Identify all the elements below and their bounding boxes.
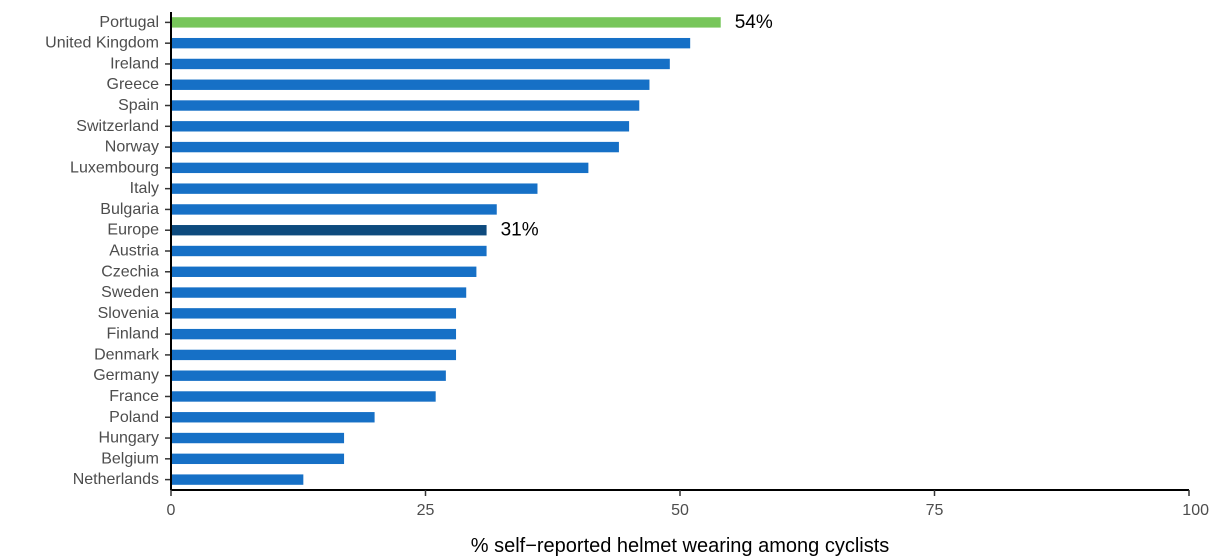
bar-slovenia: [171, 308, 457, 319]
category-label-netherlands: Netherlands: [73, 471, 159, 488]
category-label-finland: Finland: [107, 326, 159, 343]
category-label-portugal: Portugal: [99, 14, 159, 31]
category-label-italy: Italy: [130, 180, 159, 197]
category-label-luxembourg: Luxembourg: [70, 159, 159, 176]
x-axis-ticks: 0 25 50 75 100: [167, 490, 1209, 519]
x-axis-title: % self−reported helmet wearing among cyc…: [471, 535, 890, 557]
x-tick-label-100: 100: [1182, 502, 1209, 519]
bar-luxembourg: [171, 162, 589, 174]
category-label-austria: Austria: [109, 243, 159, 260]
category-label-slovenia: Slovenia: [98, 305, 159, 322]
x-tick-label-0: 0: [167, 502, 176, 519]
category-label-switzerland: Switzerland: [76, 118, 159, 135]
category-label-ireland: Ireland: [110, 55, 159, 72]
bar-greece: [171, 79, 650, 90]
category-label-greece: Greece: [107, 76, 160, 93]
bar-netherlands: [171, 474, 304, 485]
category-label-hungary: Hungary: [99, 430, 159, 447]
bar-hungary: [171, 432, 345, 444]
category-label-france: France: [109, 388, 159, 405]
category-label-norway: Norway: [105, 139, 159, 156]
bar-switzerland: [171, 121, 630, 132]
bar-ireland: [171, 58, 670, 70]
bar-norway: [171, 141, 619, 153]
bar-germany: [171, 370, 446, 381]
data-label-portugal: 54%: [735, 12, 773, 33]
bar-united-kingdom: [171, 37, 691, 49]
data-labels: 54% 31%: [501, 12, 773, 241]
category-labels: Portugal United Kingdom Ireland Greece Spain…: [45, 14, 160, 488]
category-label-poland: Poland: [109, 409, 159, 426]
bar-austria: [171, 245, 487, 257]
category-label-denmark: Denmark: [94, 346, 160, 363]
bar-czechia: [171, 266, 477, 277]
category-label-belgium: Belgium: [101, 450, 159, 467]
category-label-spain: Spain: [118, 97, 159, 114]
category-label-germany: Germany: [93, 367, 159, 384]
bar-europe: [171, 225, 487, 236]
x-tick-label-75: 75: [926, 502, 944, 519]
bars-group: [171, 17, 721, 485]
bar-finland: [171, 328, 457, 340]
x-tick-label-50: 50: [671, 502, 689, 519]
category-label-europe: Europe: [107, 222, 159, 239]
category-label-united-kingdom: United Kingdom: [45, 35, 159, 52]
category-label-sweden: Sweden: [101, 284, 159, 301]
category-label-bulgaria: Bulgaria: [100, 201, 159, 218]
bar-sweden: [171, 287, 467, 298]
bar-portugal: [171, 17, 721, 28]
bar-bulgaria: [171, 204, 497, 215]
bar-spain: [171, 100, 640, 111]
bar-italy: [171, 183, 538, 194]
bar-france: [171, 391, 436, 402]
x-tick-label-25: 25: [417, 502, 435, 519]
bar-poland: [171, 412, 375, 423]
bar-denmark: [171, 349, 457, 361]
bar-belgium: [171, 453, 345, 465]
category-label-czechia: Czechia: [101, 263, 159, 280]
data-label-europe: 31%: [501, 220, 539, 241]
